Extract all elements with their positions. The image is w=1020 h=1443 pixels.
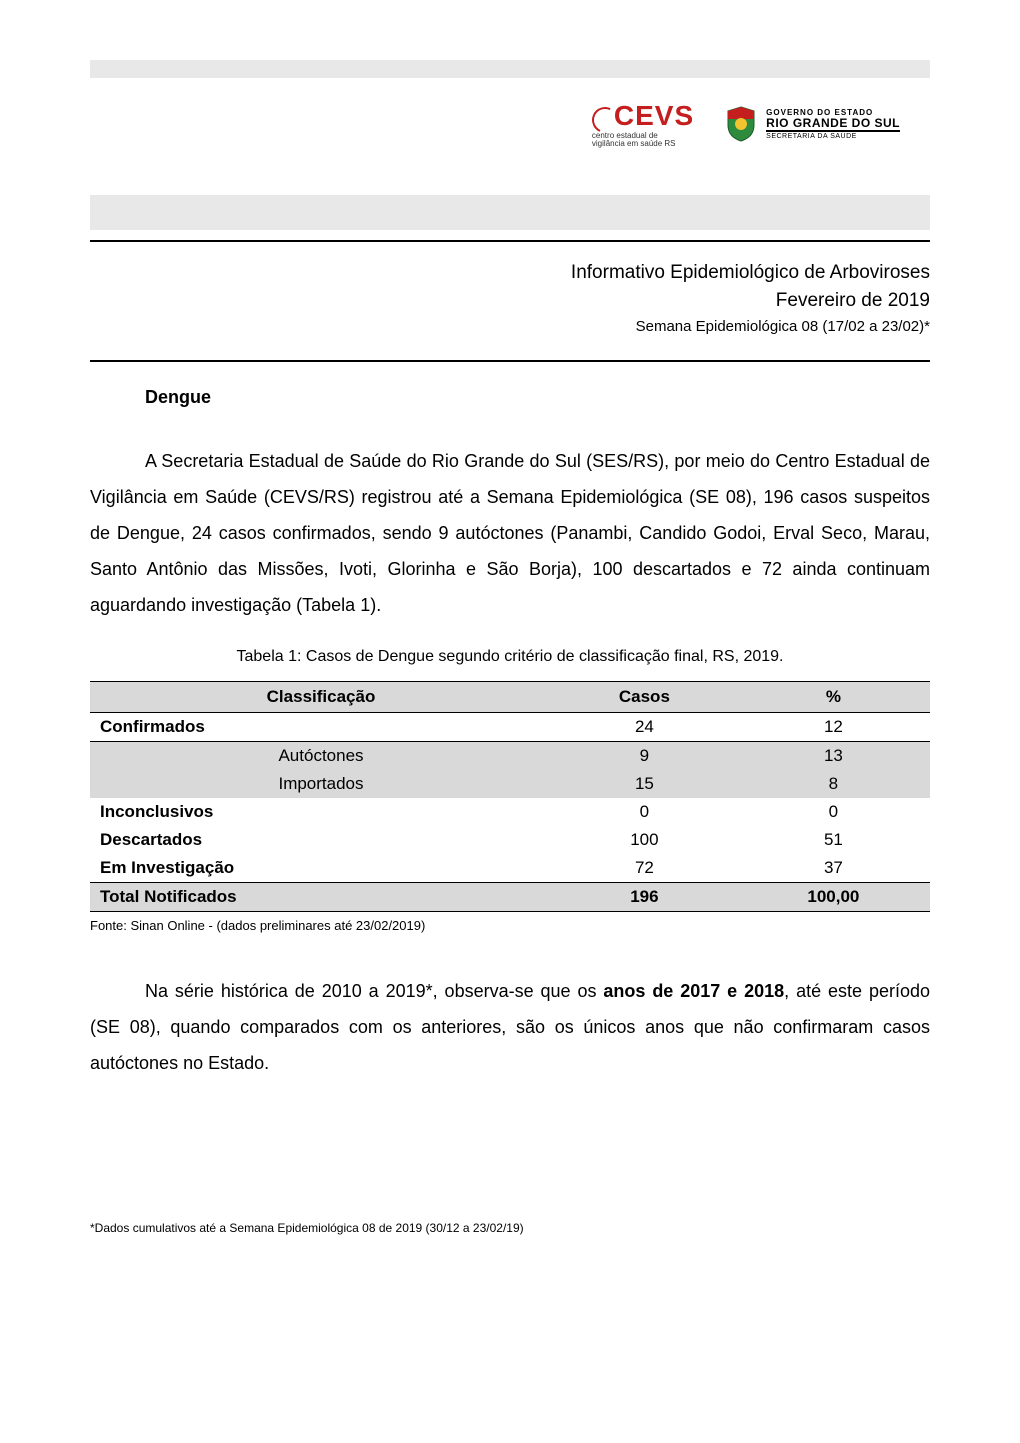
total-label: Total Notificados bbox=[90, 883, 552, 912]
title-line-3: Semana Epidemiológica 08 (17/02 a 23/02)… bbox=[90, 318, 930, 335]
total-percent: 100,00 bbox=[737, 883, 930, 912]
rs-text-block: GOVERNO DO ESTADO RIO GRANDE DO SUL SECR… bbox=[766, 109, 900, 140]
divider-2 bbox=[90, 360, 930, 362]
gov-line-3: SECRETARIA DA SAÚDE bbox=[766, 133, 900, 140]
shield-icon bbox=[724, 105, 758, 143]
cevs-logo: CEVS centro estadual de vigilância em sa… bbox=[592, 100, 694, 148]
table-row: Confirmados2412 bbox=[90, 713, 930, 742]
table-row: Autóctones913 bbox=[90, 742, 930, 771]
banner-bottom-strip bbox=[90, 195, 930, 230]
title-block: Informativo Epidemiológico de Arbovirose… bbox=[90, 262, 930, 335]
table-1-caption: Tabela 1: Casos de Dengue segundo critér… bbox=[90, 648, 930, 666]
col-header-cases: Casos bbox=[552, 682, 737, 713]
table-row: Descartados10051 bbox=[90, 826, 930, 854]
rs-gov-logo: GOVERNO DO ESTADO RIO GRANDE DO SUL SECR… bbox=[724, 105, 900, 143]
row-label: Importados bbox=[90, 770, 552, 798]
row-cases: 0 bbox=[552, 798, 737, 826]
logos-area: CEVS centro estadual de vigilância em sa… bbox=[592, 100, 900, 148]
row-percent: 0 bbox=[737, 798, 930, 826]
row-cases: 72 bbox=[552, 854, 737, 883]
section-heading-dengue: Dengue bbox=[145, 387, 930, 408]
row-cases: 24 bbox=[552, 713, 737, 742]
col-header-classification: Classificação bbox=[90, 682, 552, 713]
paragraph-1: A Secretaria Estadual de Saúde do Rio Gr… bbox=[90, 443, 930, 623]
divider-1 bbox=[90, 240, 930, 242]
table-row: Inconclusivos00 bbox=[90, 798, 930, 826]
paragraph-2-bold: anos de 2017 e 2018 bbox=[603, 981, 784, 1001]
row-label: Em Investigação bbox=[90, 854, 552, 883]
table-header-row: Classificação Casos % bbox=[90, 682, 930, 713]
row-cases: 100 bbox=[552, 826, 737, 854]
row-label: Autóctones bbox=[90, 742, 552, 771]
cevs-subtext-2: vigilância em saúde RS bbox=[592, 140, 676, 148]
total-cases: 196 bbox=[552, 883, 737, 912]
row-label: Confirmados bbox=[90, 713, 552, 742]
paragraph-2: Na série histórica de 2010 a 2019*, obse… bbox=[90, 973, 930, 1081]
row-percent: 51 bbox=[737, 826, 930, 854]
row-label: Inconclusivos bbox=[90, 798, 552, 826]
paragraph-2-pre: Na série histórica de 2010 a 2019*, obse… bbox=[145, 981, 603, 1001]
table-row: Em Investigação7237 bbox=[90, 854, 930, 883]
cevs-logo-text: CEVS bbox=[614, 100, 694, 132]
row-percent: 37 bbox=[737, 854, 930, 883]
table-1-source: Fonte: Sinan Online - (dados preliminare… bbox=[90, 918, 930, 933]
row-percent: 8 bbox=[737, 770, 930, 798]
row-label: Descartados bbox=[90, 826, 552, 854]
title-line-2: Fevereiro de 2019 bbox=[90, 290, 930, 312]
banner-top-strip bbox=[90, 60, 930, 78]
table-total-row: Total Notificados196100,00 bbox=[90, 883, 930, 912]
table-row: Importados158 bbox=[90, 770, 930, 798]
gov-line-2: RIO GRANDE DO SUL bbox=[766, 117, 900, 132]
row-cases: 9 bbox=[552, 742, 737, 771]
footnote: *Dados cumulativos até a Semana Epidemio… bbox=[90, 1221, 930, 1235]
table-1: Classificação Casos % Confirmados2412Aut… bbox=[90, 681, 930, 912]
row-cases: 15 bbox=[552, 770, 737, 798]
row-percent: 13 bbox=[737, 742, 930, 771]
title-line-1: Informativo Epidemiológico de Arbovirose… bbox=[90, 262, 930, 284]
table-1-body: Confirmados2412Autóctones913Importados15… bbox=[90, 713, 930, 912]
header-banner: CEVS centro estadual de vigilância em sa… bbox=[90, 60, 930, 230]
col-header-percent: % bbox=[737, 682, 930, 713]
row-percent: 12 bbox=[737, 713, 930, 742]
